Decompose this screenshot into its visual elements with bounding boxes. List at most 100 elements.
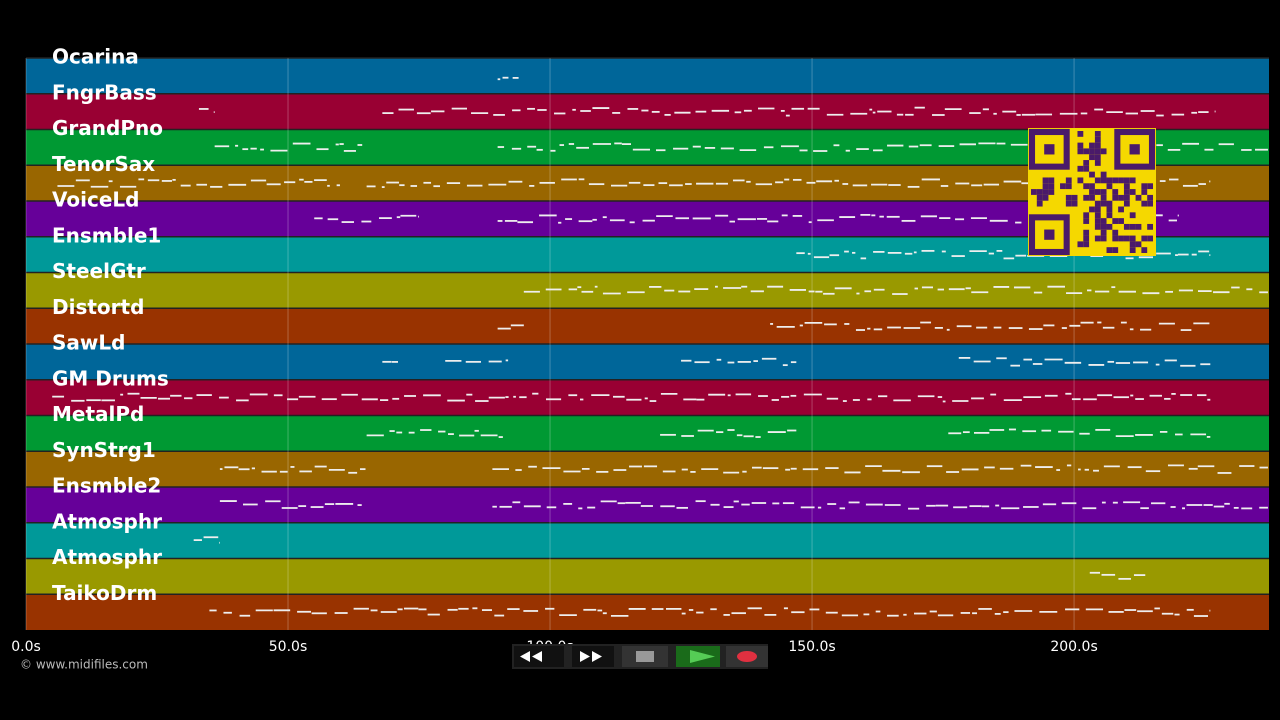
qr-cell	[1100, 171, 1107, 178]
qr-cell	[1118, 235, 1124, 242]
track-name: TenorSax	[52, 152, 155, 176]
time-tick-label: 200.0s	[1050, 639, 1097, 655]
qr-cell	[1141, 247, 1148, 253]
track-name: TaikoDrm	[52, 581, 157, 605]
qr-cell	[1042, 194, 1049, 201]
qr-cell	[1048, 177, 1055, 184]
qr-cell	[1083, 160, 1090, 166]
qr-cell	[1123, 235, 1130, 242]
qr-cell	[1100, 148, 1107, 155]
qr-cell	[1065, 200, 1072, 207]
qr-cell	[1094, 218, 1101, 224]
qr-cell	[1089, 183, 1095, 190]
qr-cell	[1094, 142, 1101, 149]
qr-cell	[1123, 200, 1130, 207]
track-name: VoiceLd	[52, 188, 139, 212]
qr-cell	[1129, 223, 1136, 230]
qr-cell	[1077, 142, 1084, 149]
qr-cell	[1094, 160, 1101, 166]
time-tick-label: 0.0s	[11, 639, 41, 655]
qr-cell	[1071, 200, 1078, 207]
qr-cell	[1100, 194, 1107, 201]
track-row	[26, 594, 1269, 630]
qr-cell	[1031, 189, 1037, 195]
qr-cell	[1065, 183, 1072, 190]
rewind-button[interactable]	[514, 646, 564, 667]
qr-cell	[1141, 200, 1148, 207]
stop-button[interactable]	[622, 646, 668, 667]
qr-cell	[1100, 235, 1107, 242]
qr-cell	[1083, 235, 1090, 242]
track-row	[26, 272, 1269, 309]
qr-cell	[1118, 194, 1124, 201]
track-name: SawLd	[52, 331, 125, 355]
qr-cell	[1077, 177, 1084, 184]
track-row	[26, 308, 1269, 344]
forward-button[interactable]	[572, 646, 614, 667]
qr-cell	[1089, 148, 1095, 155]
track-row	[26, 58, 1269, 94]
qr-cell	[1083, 194, 1090, 201]
qr-cell	[1129, 189, 1136, 195]
record-button[interactable]	[726, 646, 768, 667]
track-labels: Ocarina FngrBass GrandPno TenorSax VoiceLd En…	[52, 45, 169, 605]
track-name: Distortd	[52, 295, 144, 319]
qr-cell	[1106, 247, 1113, 253]
qr-cell	[1135, 241, 1142, 248]
qr-cell	[1094, 154, 1101, 161]
qr-cell	[1094, 200, 1101, 207]
qr-cell	[1071, 194, 1078, 201]
qr-cell	[1089, 171, 1095, 178]
qr-cell	[1100, 177, 1107, 184]
qr-cell	[1077, 165, 1084, 172]
qr-cell	[1118, 218, 1124, 224]
play-button[interactable]	[676, 646, 720, 667]
qr-cell	[1129, 177, 1136, 184]
qr-cell	[1094, 206, 1101, 213]
qr-cell	[1112, 247, 1119, 253]
track-name: SynStrg1	[52, 438, 156, 462]
qr-cell	[1106, 223, 1113, 230]
time-tick-label: 150.0s	[788, 639, 835, 655]
qr-cell	[1083, 165, 1090, 172]
qr-cell	[1106, 206, 1113, 213]
qr-cell	[1123, 183, 1130, 190]
qr-cell	[1129, 247, 1136, 253]
qr-cell	[1077, 241, 1084, 248]
qr-cell	[1123, 194, 1130, 201]
track-name: SteelGtr	[52, 259, 146, 283]
qr-cell	[1094, 177, 1101, 184]
qr-cell	[1100, 218, 1107, 224]
qr-cell	[1100, 223, 1107, 230]
track-row	[26, 487, 1269, 523]
qr-cell	[1147, 183, 1153, 190]
qr-cell	[1065, 177, 1072, 184]
qr-cell	[1065, 194, 1072, 201]
qr-cell	[1042, 177, 1049, 184]
copyright: © www.midifiles.com	[20, 658, 148, 672]
qr-cell	[1089, 206, 1095, 213]
qr-cell	[1112, 194, 1119, 201]
track-name: GM Drums	[52, 366, 169, 390]
qr-finder	[1044, 229, 1055, 240]
qr-cell	[1083, 212, 1090, 219]
qr-cell	[1129, 235, 1136, 242]
qr-cell	[1112, 229, 1119, 236]
qr-cell	[1048, 183, 1055, 190]
qr-cell	[1123, 177, 1130, 184]
qr-cell	[1141, 189, 1148, 195]
qr-cell	[1112, 235, 1119, 242]
qr-cell	[1083, 148, 1090, 155]
qr-finder	[1129, 144, 1140, 155]
qr-cell	[1094, 148, 1101, 155]
track-row	[26, 93, 1269, 130]
qr-cell	[1147, 235, 1153, 242]
qr-finder	[1114, 128, 1156, 170]
qr-cell	[1089, 194, 1095, 201]
qr-cell	[1106, 183, 1113, 190]
qr-cell	[1077, 131, 1084, 137]
qr-cell	[1106, 212, 1113, 219]
qr-cell	[1077, 148, 1084, 155]
qr-cell	[1083, 229, 1090, 236]
qr-cell	[1042, 183, 1049, 190]
